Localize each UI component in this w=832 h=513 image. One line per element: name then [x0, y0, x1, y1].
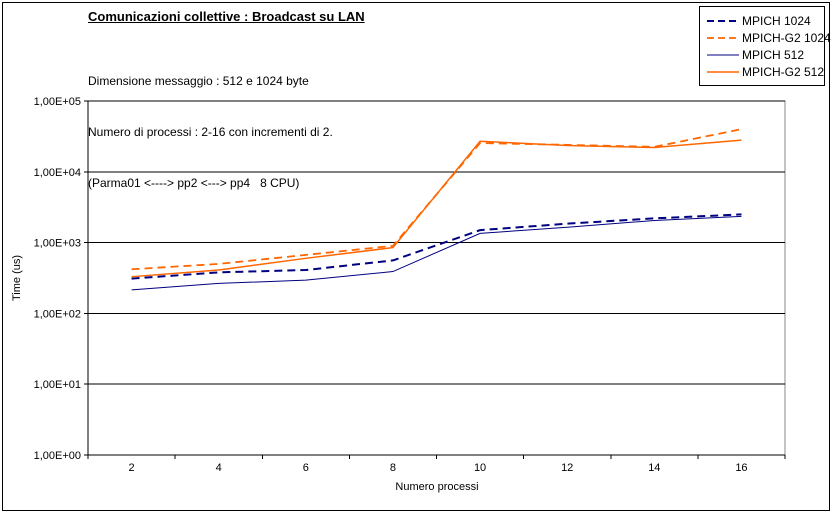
- svg-text:1,00E+04: 1,00E+04: [34, 167, 81, 179]
- svg-text:6: 6: [303, 462, 309, 474]
- chart-subtitle: Dimensione messaggio : 512 e 1024 byte N…: [88, 39, 333, 226]
- legend-item-label: MPICH 1024: [742, 13, 811, 28]
- svg-text:14: 14: [648, 462, 660, 474]
- legend-line-sample: [707, 50, 739, 59]
- legend-line-sample: [707, 16, 739, 25]
- x-axis-title: Numero processi: [395, 481, 479, 493]
- svg-text:1,00E+05: 1,00E+05: [34, 96, 81, 108]
- chart-subtitle-line: Dimensione messaggio : 512 e 1024 byte: [88, 74, 309, 88]
- svg-text:1,00E+00: 1,00E+00: [34, 450, 81, 462]
- chart-subtitle-line: (Parma01 <----> pp2 <---> pp4 8 CPU): [88, 176, 300, 190]
- svg-text:16: 16: [735, 462, 747, 474]
- svg-text:8: 8: [390, 462, 396, 474]
- svg-text:1,00E+02: 1,00E+02: [34, 308, 81, 320]
- legend-line-sample: [707, 33, 739, 42]
- svg-text:2: 2: [129, 462, 135, 474]
- svg-text:1,00E+03: 1,00E+03: [34, 238, 81, 250]
- legend-item-label: MPICH-G2 1024: [742, 30, 831, 45]
- legend-item: MPICH 1024: [707, 12, 818, 29]
- y-axis-title: Time (us): [11, 254, 23, 302]
- chart-subtitle-line: Numero di processi : 2-16 con incrementi…: [88, 125, 333, 139]
- svg-text:4: 4: [216, 462, 222, 474]
- legend-line-sample: [707, 67, 739, 76]
- svg-text:1,00E+01: 1,00E+01: [34, 379, 81, 391]
- legend-item-label: MPICH-G2 512: [742, 64, 825, 79]
- svg-text:10: 10: [474, 462, 486, 474]
- legend-item: MPICH-G2 1024: [707, 29, 831, 46]
- chart-title: Comunicazioni collettive : Broadcast su …: [88, 9, 365, 24]
- legend-item-label: MPICH 512: [742, 47, 805, 62]
- legend: MPICH 1024 MPICH-G2 1024 MPICH 512 MPICH…: [699, 6, 831, 86]
- legend-item: MPICH 512: [707, 46, 818, 63]
- legend-item: MPICH-G2 512: [707, 63, 824, 80]
- svg-text:12: 12: [561, 462, 573, 474]
